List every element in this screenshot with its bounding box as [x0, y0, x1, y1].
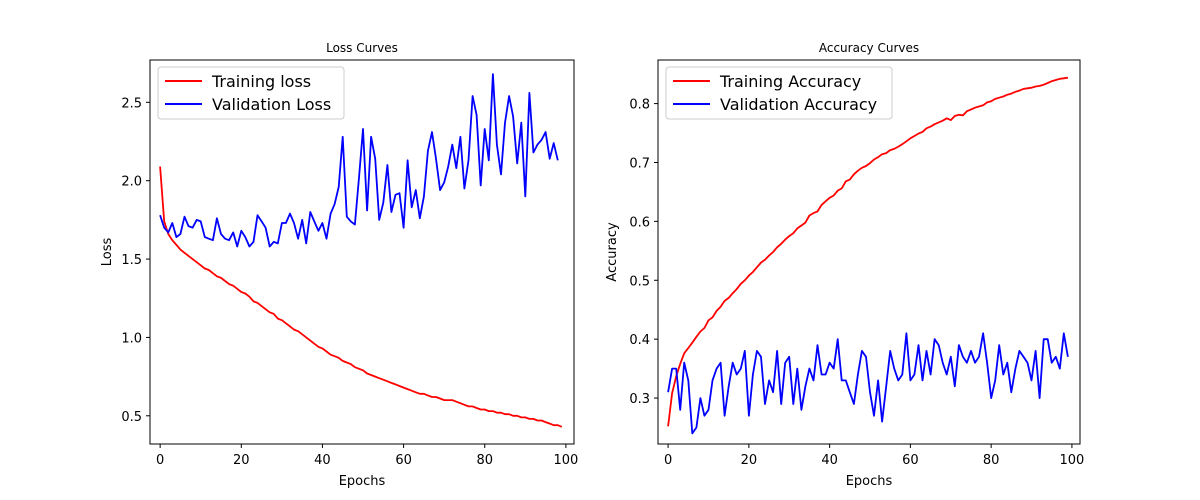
x-tick-label: 20 [233, 453, 250, 468]
series-line-validation-loss [159, 73, 559, 248]
chart-title: Accuracy Curves [819, 41, 919, 55]
x-tick-label: 0 [156, 453, 164, 468]
x-tick-label: 20 [741, 453, 758, 468]
series-line-training-accuracy [667, 76, 1069, 427]
plot-frame [149, 59, 575, 445]
y-axis-ticks: 0.3 0.4 0.5 0.6 0.7 0.8 [629, 98, 658, 407]
legend-box [665, 66, 893, 120]
x-tick-label: 100 [553, 453, 578, 468]
legend-label-training-accuracy: Training Accuracy [719, 72, 861, 91]
series-line-validation-accuracy [667, 332, 1069, 435]
series-lines [159, 73, 563, 428]
legend-box [157, 66, 345, 120]
y-tick-label: 2.0 [121, 175, 142, 190]
y-tick-label: 0.5 [121, 410, 142, 425]
x-tick-label: 0 [664, 453, 672, 468]
y-tick-label: 1.0 [121, 331, 142, 346]
chart-title: Loss Curves [326, 41, 398, 55]
y-axis-label: Loss [100, 238, 115, 267]
y-tick-label: 2.5 [121, 96, 142, 111]
y-tick-label: 0.3 [629, 392, 650, 407]
x-axis-label: Epochs [846, 474, 893, 489]
x-axis-label: Epochs [339, 474, 386, 489]
x-tick-label: 80 [983, 453, 1000, 468]
legend: Training Accuracy Validation Accuracy [665, 66, 893, 120]
y-axis-ticks: 0.5 1.0 1.5 2.0 2.5 [121, 96, 150, 425]
x-tick-label: 60 [902, 453, 919, 468]
x-tick-label: 40 [821, 453, 838, 468]
y-tick-label: 0.8 [629, 98, 650, 113]
x-tick-label: 60 [395, 453, 412, 468]
series-line-training-loss [159, 166, 563, 428]
x-axis-ticks: 0 20 40 60 80 100 [156, 444, 578, 468]
x-tick-label: 100 [1060, 453, 1085, 468]
y-tick-label: 0.6 [629, 215, 650, 230]
legend-label-training-loss: Training loss [211, 72, 311, 91]
x-tick-label: 40 [314, 453, 331, 468]
x-axis-ticks: 0 20 40 60 80 100 [664, 444, 1084, 468]
y-tick-label: 0.5 [629, 274, 650, 289]
y-tick-label: 1.5 [121, 253, 142, 268]
legend-label-validation-loss: Validation Loss [212, 95, 331, 114]
y-tick-label: 0.4 [629, 333, 650, 348]
y-axis-label: Accuracy [605, 222, 620, 282]
loss-chart: Loss Curves Epochs Loss 0 20 40 60 80 100 0.5… [100, 41, 578, 489]
x-tick-label: 80 [476, 453, 493, 468]
y-tick-label: 0.7 [629, 156, 650, 171]
series-lines [667, 76, 1069, 435]
accuracy-chart: Accuracy Curves Epochs Accuracy 0 20 40 60 8… [605, 41, 1084, 489]
legend-label-validation-accuracy: Validation Accuracy [720, 95, 877, 114]
legend: Training loss Validation Loss [157, 66, 345, 120]
